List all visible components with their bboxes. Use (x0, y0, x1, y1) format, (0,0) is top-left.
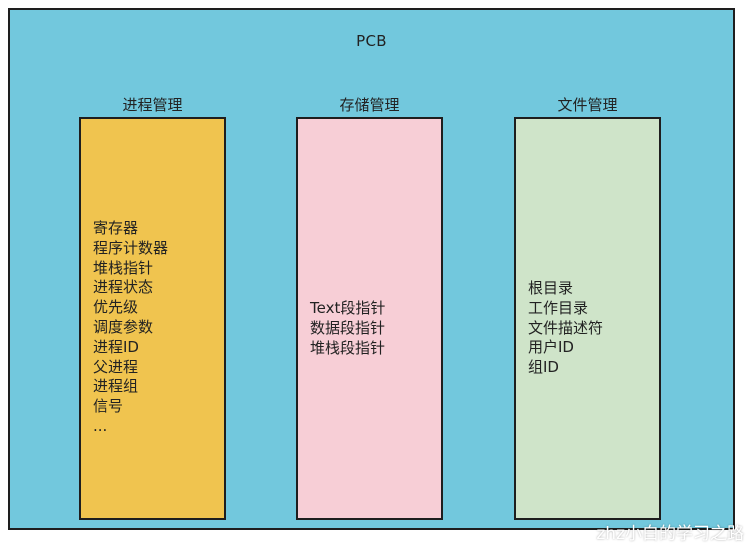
list-item: 进程组 (93, 377, 139, 396)
process-management-title: 进程管理 (122, 96, 183, 114)
list-item: 堆栈段指针 (310, 338, 386, 357)
storage-management-box: Text段指针 数据段指针 堆栈段指针 (296, 117, 443, 520)
list-item: 工作目录 (528, 298, 589, 317)
file-management-list: 根目录 工作目录 文件描述符 用户ID 组ID (528, 279, 655, 378)
list-item: 组ID (528, 358, 559, 377)
list-item: 文件描述符 (528, 318, 604, 337)
list-item: 寄存器 (93, 219, 139, 237)
pcb-title: PCB (356, 32, 387, 50)
storage-management-title: 存储管理 (339, 96, 400, 114)
list-item: 优先级 (93, 298, 139, 317)
list-item: Text段指针 (310, 299, 386, 317)
file-management-title: 文件管理 (557, 96, 618, 114)
list-item: 用户ID (528, 338, 574, 357)
list-item: 堆栈指针 (93, 258, 154, 277)
watermark: zhz小白的学习之路 (596, 524, 744, 544)
storage-management-list: Text段指针 数据段指针 堆栈段指针 (310, 299, 437, 358)
process-management-list: 寄存器 程序计数器 堆栈指针 进程状态 优先级 调度参数 进程ID 父进程 进程… (93, 219, 220, 437)
pcb-frame: PCB 进程管理 存储管理 文件管理 寄存器 程序计数器 堆栈指针 进程状态 优… (8, 8, 735, 530)
list-item: 进程状态 (93, 278, 154, 297)
list-item: 进程ID (93, 337, 139, 356)
list-item: 父进程 (93, 357, 139, 376)
list-item: 调度参数 (93, 317, 154, 336)
list-item: 根目录 (528, 279, 574, 297)
list-item: 信号 (93, 397, 124, 416)
list-item: ... (93, 416, 108, 435)
list-item: 数据段指针 (310, 318, 386, 337)
process-management-box: 寄存器 程序计数器 堆栈指针 进程状态 优先级 调度参数 进程ID 父进程 进程… (79, 117, 226, 520)
list-item: 程序计数器 (93, 238, 169, 257)
file-management-box: 根目录 工作目录 文件描述符 用户ID 组ID (514, 117, 661, 520)
